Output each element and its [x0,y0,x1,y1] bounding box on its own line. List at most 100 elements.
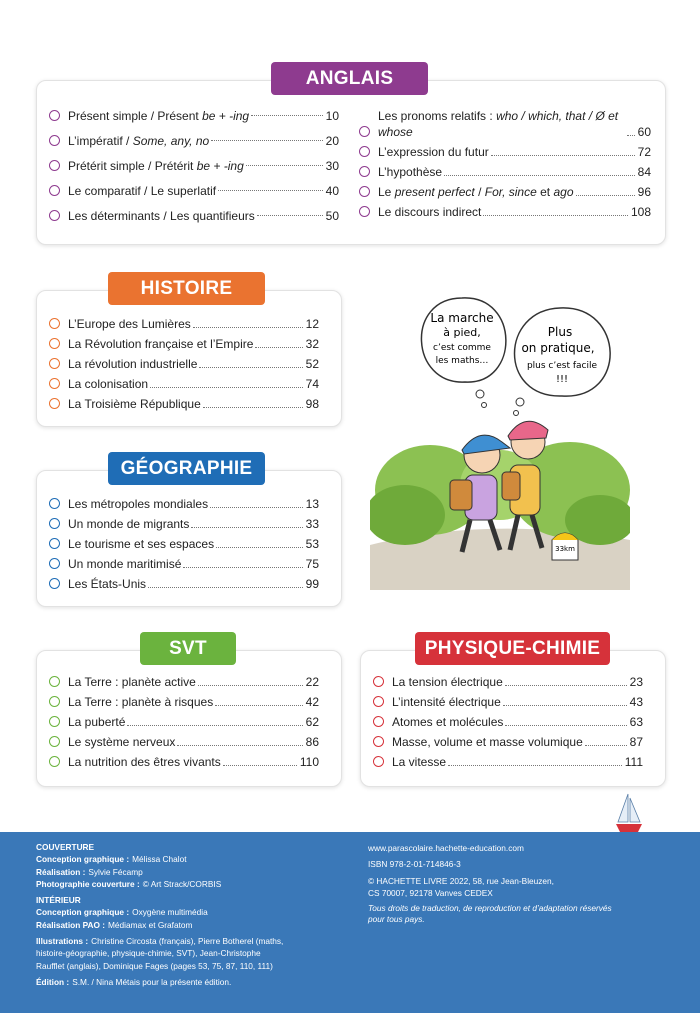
credit-label: Réalisation : [36,866,86,877]
bullet [373,756,384,767]
toc-entry: La Terre : planète à risques 42 [49,694,319,710]
entry-text: La Révolution française et l’Empire [68,337,254,351]
leader [222,765,297,766]
credit-label: Illustrations : [36,936,89,947]
entry-text: L’impératif / [68,133,133,148]
credit-value: Christine Circosta (français), Pierre Bo… [36,936,284,971]
bullet [49,558,60,569]
leader [251,115,323,116]
entry-text: Le comparatif / Le superlatif [68,183,217,198]
entry-title: Le present perfect / For, since et ago [378,184,574,200]
page-number: 72 [637,145,651,159]
toc-entry: L’impératif / Some, any, no 20 [49,128,339,153]
page-number: 43 [629,695,643,709]
entry-text: / [474,185,485,199]
website: www.parascolaire.hachette-education.com [368,843,524,853]
page-number: 87 [629,735,643,749]
credit-entry: Illustrations : Christine Circosta (franç… [36,935,286,972]
credit-entry: Réalisation : Sylvie Fécamp [36,866,301,878]
toc-entry: Les États-Unis 99 [49,576,319,592]
entry-text: La vitesse [392,755,447,769]
bullet [49,398,60,409]
copyright-line: © HACHETTE LIVRE 2022, 58, rue Jean-Bleu… [368,875,554,886]
entry-title: La vitesse [392,754,446,770]
leader [183,567,303,568]
illustration: 33km La marche à pied, c’est comme les m… [370,297,630,590]
page-number: 42 [305,695,319,709]
page-number: 84 [637,165,651,179]
bullet [49,518,60,529]
entry-text: La tension électrique [392,675,503,689]
entry-text: L’expression du futur [378,145,489,159]
bullet [49,338,60,349]
credits: COUVERTURE Conception graphique : Mélissa … [36,841,301,988]
bullet [49,578,60,589]
leader [192,327,303,328]
toc-entry: La Troisième République 98 [49,396,319,412]
leader [256,215,323,216]
toc-entry: Masse, volume et masse volumique 87 [373,734,643,750]
leader [626,135,635,136]
entry-title: La Terre : planète à risques [68,694,213,710]
bullet [373,696,384,707]
entry-text: Prétérit simple / Prétérit [68,158,197,173]
entry-title: La puberté [68,714,125,730]
toc-column: L’Europe des Lumières 12 La Révolution fra… [49,316,319,412]
bullet [49,160,60,171]
entry-title: Les métropoles mondiales [68,496,208,512]
bullet [49,318,60,329]
bullet [49,736,60,747]
sail [629,797,641,823]
leader [584,745,627,746]
bullet [359,206,370,217]
bullet [373,676,384,687]
leader [199,367,303,368]
entry-title: L’Europe des Lumières [68,316,191,332]
bush [565,495,630,545]
rights-line: Tous droits de traduction, de reproducti… [368,903,612,914]
leader [245,165,323,166]
entry-title: Le comparatif / Le superlatif [68,183,216,199]
toc-column: Les métropoles mondiales 13 Un monde de mi… [49,496,319,592]
entry-text: Les pronoms relatifs : [378,109,497,123]
toc-entry: La puberté 62 [49,714,319,730]
entry-title: L’impératif / Some, any, no [68,133,209,149]
bullet [49,358,60,369]
entry-text: Les États-Unis [68,577,147,591]
bullet [359,126,370,137]
toc-entry: Le tourisme et ses espaces 53 [49,536,319,552]
bullet [49,756,60,767]
toc-entry: Les métropoles mondiales 13 [49,496,319,512]
milestone-top [552,533,578,540]
entry-text: be + -ing [202,108,250,123]
bullet [359,146,370,157]
bubble-tail [481,402,487,408]
credit-entry: Photographie couverture : © Art Strack/CO… [36,878,301,890]
leader [215,705,303,706]
entry-title: La Troisième République [68,396,201,412]
bubble-text: plus c’est facile [527,361,598,371]
entry-text: who / which, that / Ø et whose [378,109,619,139]
credit-value: Mélissa Chalot [132,854,187,865]
toc-column: La Terre : planète active 22 La Terre : pl… [49,674,319,770]
credit-label: Photographie couverture : [36,878,140,889]
isbn: ISBN 978-2-01-714846-3 [368,859,461,870]
credit-value: Médiamax et Grafatom [108,919,193,930]
leader [444,175,635,176]
bullet [49,210,60,221]
entry-title: Le discours indirect [378,204,481,220]
entry-title: La tension électrique [392,674,503,690]
leader [575,195,635,196]
entry-text: ago [553,185,574,199]
bubble-text: c’est comme [433,343,491,353]
entry-text: For, since [484,185,537,199]
legs [459,519,503,553]
entry-title: La Terre : planète active [68,674,196,690]
sail [617,793,629,823]
credit-value: Oxygène multimédia [132,907,208,918]
credit-label: Conception graphique : [36,854,130,865]
entry-text: Les déterminants / Les quantifieurs [68,208,255,223]
page-number: 53 [305,537,319,551]
page-number: 96 [637,185,651,199]
